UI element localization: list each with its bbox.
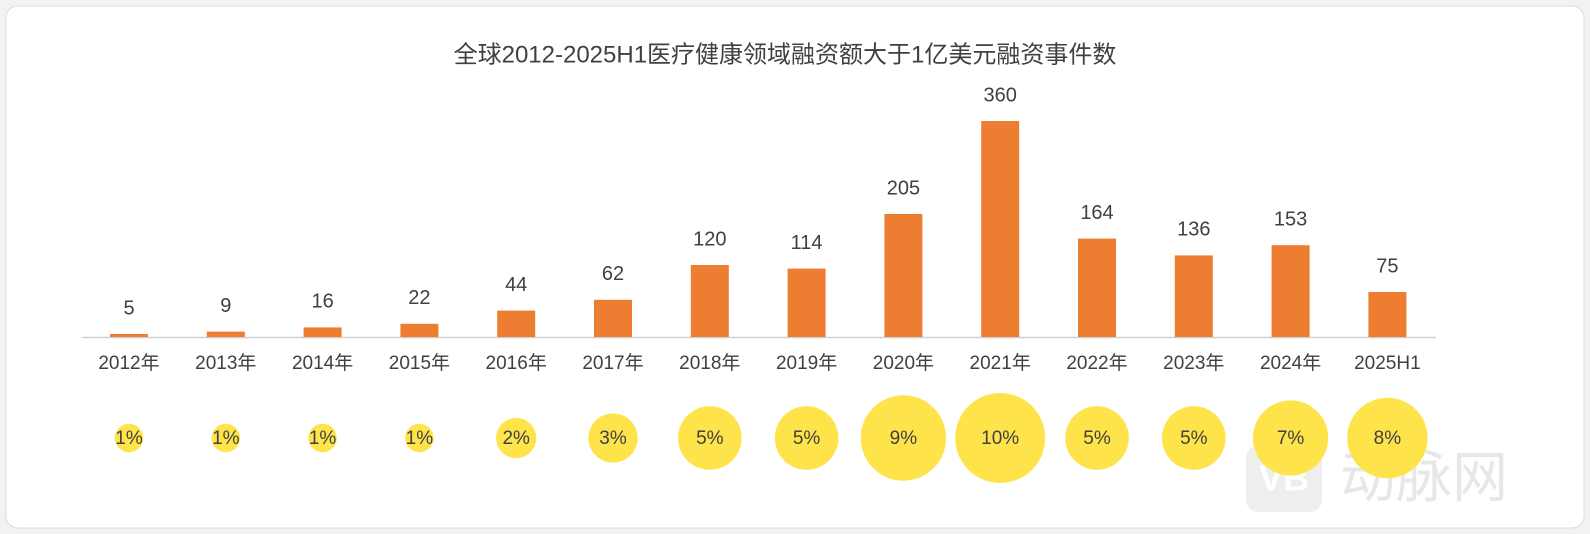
- bar: [981, 121, 1020, 337]
- x-tick-label: 2024年: [1260, 352, 1321, 374]
- x-tick-label: 2014年: [292, 352, 353, 374]
- bubble: [1347, 397, 1428, 479]
- bubble: [211, 423, 241, 453]
- data-label: 114: [791, 232, 823, 254]
- bubble: [955, 393, 1046, 483]
- x-tick-label: 2013年: [195, 352, 256, 374]
- data-label: 62: [602, 263, 624, 285]
- bubble: [114, 423, 144, 453]
- card: [5, 5, 1585, 529]
- bubble-label: 8%: [1374, 428, 1402, 449]
- bar: [1078, 238, 1116, 337]
- bar: [1368, 292, 1407, 337]
- bubble: [774, 406, 839, 470]
- x-tick-label: 2021年: [970, 352, 1031, 374]
- bar: [110, 334, 148, 337]
- bubble-label: 5%: [1180, 428, 1208, 449]
- bar: [690, 265, 729, 337]
- bar: [1174, 255, 1213, 337]
- bubble-label: 2%: [502, 428, 530, 449]
- data-label: 9: [220, 295, 231, 317]
- data-label: 75: [1376, 255, 1398, 277]
- data-label: 153: [1274, 208, 1307, 230]
- bar: [497, 310, 536, 337]
- bubble-label: 1%: [406, 428, 434, 449]
- bubble-label: 9%: [890, 428, 918, 449]
- bubble-label: 5%: [1083, 428, 1111, 449]
- data-label: 16: [311, 291, 333, 313]
- chart-title: 全球2012-2025H1医疗健康领域融资额大于1亿美元融资事件数: [454, 41, 1117, 68]
- bubble: [677, 406, 742, 470]
- bubble: [588, 413, 638, 463]
- bubble: [1252, 400, 1329, 476]
- data-label: 44: [505, 274, 527, 296]
- bubble-label: 7%: [1277, 428, 1305, 449]
- bar: [594, 299, 632, 337]
- x-tick-label: 2022年: [1066, 352, 1127, 374]
- bubble-label: 10%: [981, 428, 1019, 449]
- data-label: 22: [408, 287, 430, 309]
- data-label: 120: [693, 228, 726, 250]
- bar: [787, 268, 826, 337]
- bubble-label: 1%: [309, 428, 337, 449]
- bubble-label: 1%: [212, 428, 240, 449]
- bubble-label: 3%: [599, 428, 627, 449]
- bubble: [1161, 406, 1226, 470]
- data-label: 164: [1080, 202, 1113, 224]
- bar: [206, 331, 245, 337]
- bubble: [308, 423, 337, 453]
- bar: [1271, 245, 1310, 337]
- data-label: 360: [984, 84, 1017, 106]
- bubble: [496, 417, 537, 459]
- x-tick-label: 2020年: [873, 352, 934, 374]
- x-tick-label: 2015年: [389, 352, 450, 374]
- data-label: 205: [887, 177, 920, 199]
- bubble-label: 5%: [793, 428, 821, 449]
- x-tick-label: 2023年: [1163, 352, 1224, 374]
- x-tick-label: 2016年: [486, 352, 547, 374]
- x-tick-label: 2012年: [98, 352, 159, 374]
- bar: [400, 323, 439, 337]
- data-label: 136: [1177, 219, 1210, 241]
- bubble: [1065, 406, 1129, 470]
- x-tick-label: 2019年: [776, 352, 837, 374]
- bar: [884, 214, 923, 337]
- bubble: [405, 423, 434, 453]
- x-tick-label: 2018年: [679, 352, 740, 374]
- x-tick-label: 2025H1: [1354, 353, 1421, 374]
- bubble-label: 5%: [696, 428, 724, 449]
- bar: [303, 327, 342, 337]
- data-label: 5: [123, 297, 134, 319]
- bubble-label: 1%: [115, 428, 143, 449]
- x-tick-label: 2017年: [582, 352, 643, 374]
- bubble: [860, 395, 947, 481]
